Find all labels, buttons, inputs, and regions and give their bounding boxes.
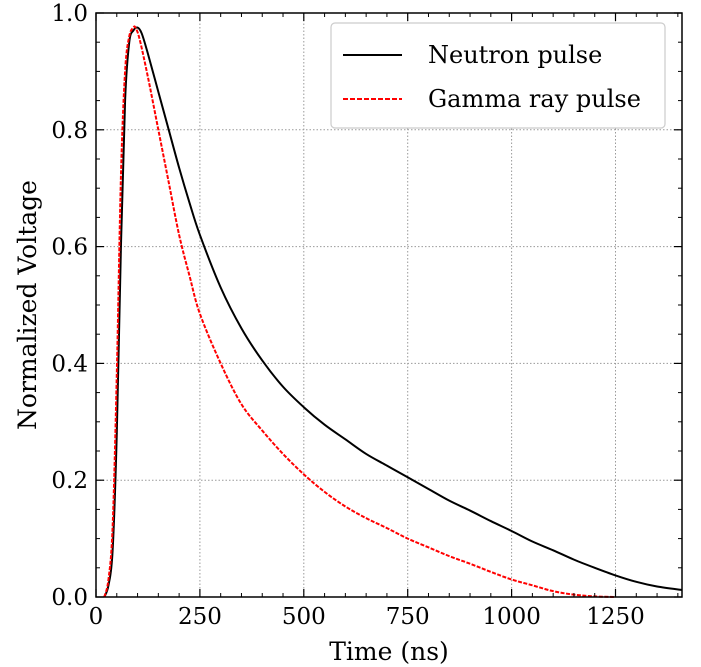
ticks	[95, 12, 682, 598]
series-line-neutron	[103, 26, 683, 598]
x-tick-label: 750	[386, 604, 430, 630]
y-tick-label: 1.0	[51, 1, 88, 27]
y-tick-label: 0.6	[51, 235, 88, 261]
x-axis-title: Time (ns)	[329, 637, 449, 666]
legend-box	[330, 22, 666, 129]
legend-label: Gamma ray pulse	[428, 85, 641, 113]
y-axis-title: Normalized Voltage	[13, 180, 42, 430]
x-tick-label: 250	[178, 604, 222, 630]
tick-labels: 0 250 500 750 1000 1250 0.0 0.2 0.4 0.6 0.8 1.0	[51, 1, 644, 630]
y-tick-label: 0.2	[51, 468, 88, 494]
y-tick-label: 0.4	[51, 351, 88, 377]
series-layer	[103, 25, 683, 598]
x-tick-label: 0	[89, 604, 104, 630]
x-tick-label: 1000	[482, 604, 541, 630]
y-tick-label: 0.8	[51, 118, 88, 144]
x-tick-label: 500	[282, 604, 326, 630]
y-tick-label: 0.0	[51, 585, 88, 611]
series-line-gamma	[103, 25, 616, 598]
legend: Neutron pulse Gamma ray pulse	[330, 22, 666, 129]
legend-label: Neutron pulse	[428, 41, 602, 69]
x-tick-label: 1250	[586, 604, 645, 630]
